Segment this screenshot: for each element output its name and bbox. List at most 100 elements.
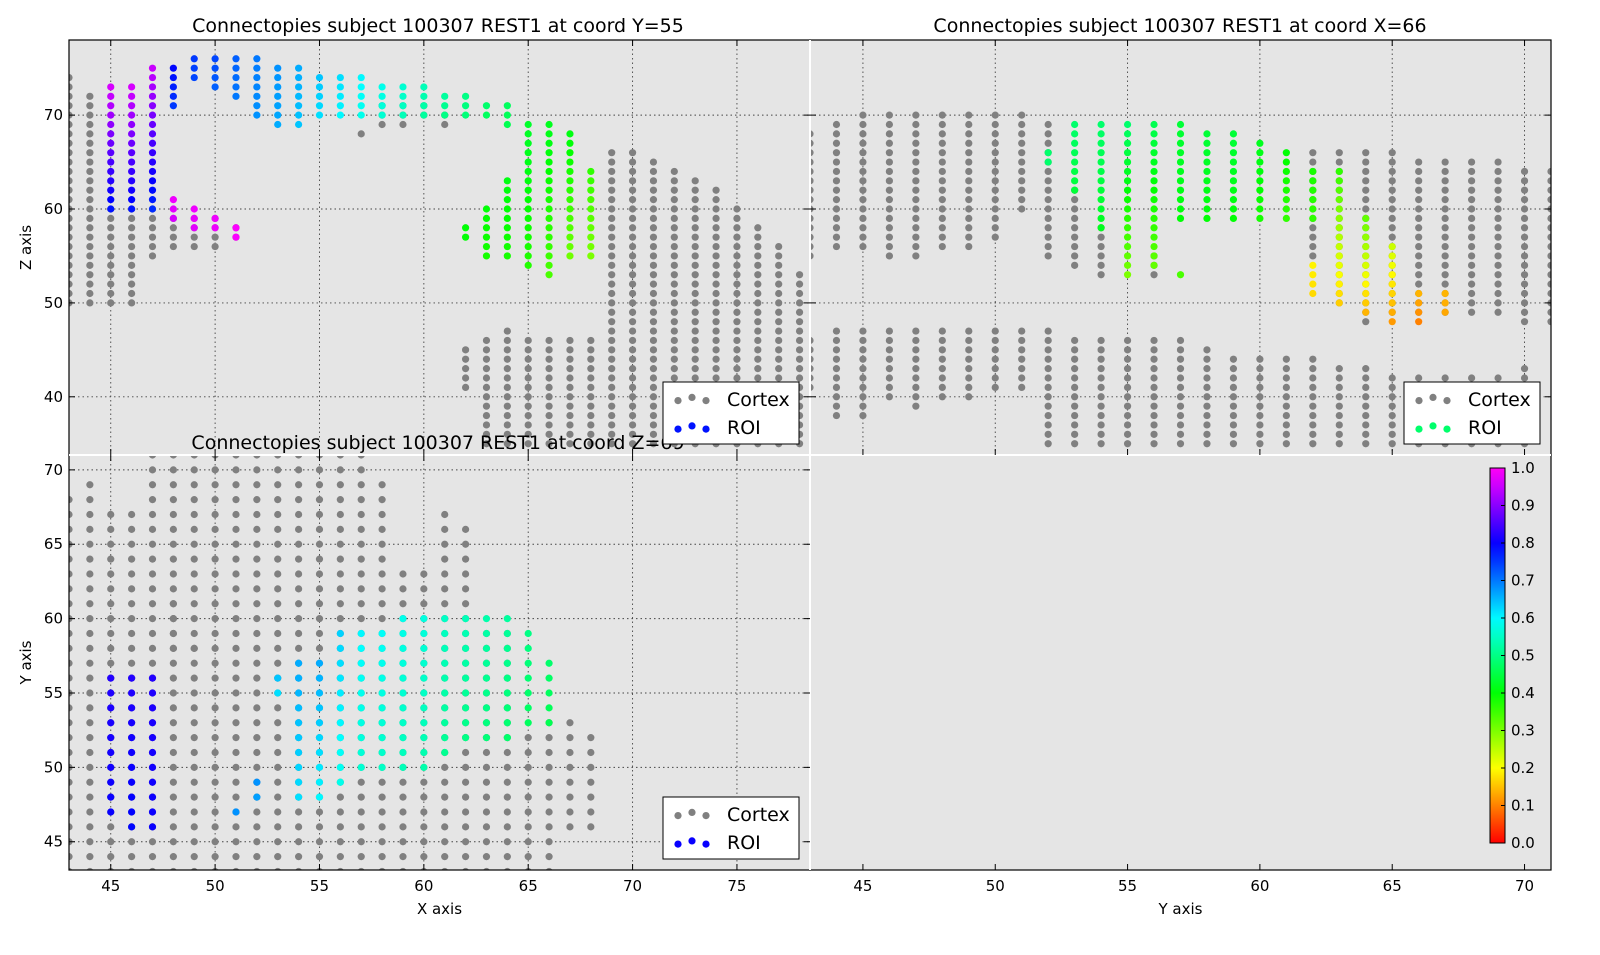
cortex-point — [190, 615, 198, 623]
cortex-point — [441, 120, 449, 129]
roi-point — [1176, 158, 1185, 166]
cortex-point — [566, 346, 574, 354]
roi-point — [566, 139, 574, 147]
cortex-point — [628, 365, 637, 373]
cortex-point — [670, 355, 678, 363]
cortex-point — [1282, 402, 1290, 410]
cortex-point — [128, 838, 136, 846]
cortex-point — [190, 466, 198, 474]
cortex-point — [211, 585, 219, 593]
cortex-point — [1388, 430, 1396, 438]
cortex-point — [775, 365, 783, 373]
cortex-point — [608, 261, 616, 269]
cortex-point — [357, 570, 365, 578]
cortex-point — [462, 867, 469, 870]
roi-point — [357, 704, 365, 712]
cortex-point — [1388, 186, 1396, 194]
cortex-point — [86, 704, 94, 712]
cortex-point — [670, 280, 678, 288]
roi-point — [441, 111, 449, 119]
legend-roi-marker — [1443, 425, 1451, 433]
cortex-point — [991, 205, 999, 213]
cortex-point — [1415, 271, 1423, 279]
cortex-point — [169, 224, 177, 232]
roi-point — [545, 674, 553, 682]
roi-point — [1282, 186, 1290, 194]
cortex-point — [503, 778, 511, 786]
roi-point — [1071, 186, 1079, 194]
cortex-point — [1150, 336, 1158, 345]
cortex-point — [148, 233, 157, 241]
cortex-point — [336, 615, 344, 623]
cortex-point — [859, 346, 867, 354]
cortex-point — [107, 570, 115, 578]
cortex-point — [545, 355, 553, 363]
roi-point — [107, 763, 115, 771]
roi-point — [399, 689, 407, 697]
roi-point — [148, 763, 157, 771]
roi-point — [295, 719, 303, 727]
cortex-point — [712, 346, 720, 354]
x-tick-label: 65 — [1383, 877, 1402, 895]
cortex-point — [1203, 383, 1211, 391]
roi-point — [1150, 158, 1158, 166]
roi-point — [482, 659, 491, 667]
cortex-point — [991, 374, 999, 382]
cortex-point — [378, 823, 386, 831]
cortex-point — [885, 139, 893, 147]
cortex-point — [524, 411, 532, 420]
cortex-point — [991, 196, 999, 204]
cortex-point — [69, 289, 73, 298]
roi-point — [378, 704, 386, 712]
cortex-point — [1547, 252, 1551, 260]
roi-point — [128, 120, 136, 129]
cortex-point — [649, 355, 658, 363]
cortex-point — [107, 252, 115, 260]
cortex-point — [211, 793, 219, 801]
cortex-point — [991, 130, 999, 138]
roi-point — [566, 242, 574, 251]
cortex-point — [1520, 242, 1529, 251]
cortex-point — [336, 525, 344, 533]
roi-point — [1441, 289, 1449, 298]
cortex-point — [1547, 167, 1551, 176]
cortex-point — [190, 481, 198, 489]
cortex-point — [253, 570, 261, 578]
cortex-point — [859, 186, 867, 194]
cortex-point — [211, 600, 219, 608]
cortex-point — [357, 555, 365, 563]
roi-point — [253, 55, 261, 63]
cortex-point — [232, 734, 240, 742]
cortex-point — [107, 214, 115, 222]
cortex-point — [378, 600, 386, 608]
cortex-point — [107, 261, 115, 269]
cortex-point — [670, 346, 678, 354]
roi-point — [503, 659, 511, 667]
cortex-point — [649, 411, 658, 420]
roi-point — [1123, 158, 1132, 166]
cortex-point — [524, 421, 532, 429]
cortex-point — [461, 585, 470, 593]
cortex-point — [608, 224, 616, 232]
cortex-point — [608, 289, 616, 298]
x-tick-label: 45 — [853, 877, 872, 895]
cortex-point — [691, 327, 699, 335]
cortex-point — [69, 177, 73, 185]
cortex-point — [795, 336, 804, 345]
cortex-point — [232, 555, 240, 563]
cortex-point — [378, 496, 386, 504]
cortex-point — [148, 214, 157, 222]
cortex-point — [754, 233, 762, 241]
cortex-point — [545, 823, 553, 831]
cortex-point — [608, 374, 616, 382]
cortex-point — [795, 318, 804, 326]
cortex-point — [733, 327, 741, 335]
roi-point — [253, 102, 261, 110]
cortex-point — [1547, 177, 1551, 185]
cortex-point — [190, 704, 198, 712]
cortex-point — [1071, 224, 1079, 232]
cortex-point — [795, 327, 804, 335]
roi-point — [253, 778, 261, 786]
cortex-point — [211, 689, 219, 697]
cortex-point — [190, 555, 198, 563]
